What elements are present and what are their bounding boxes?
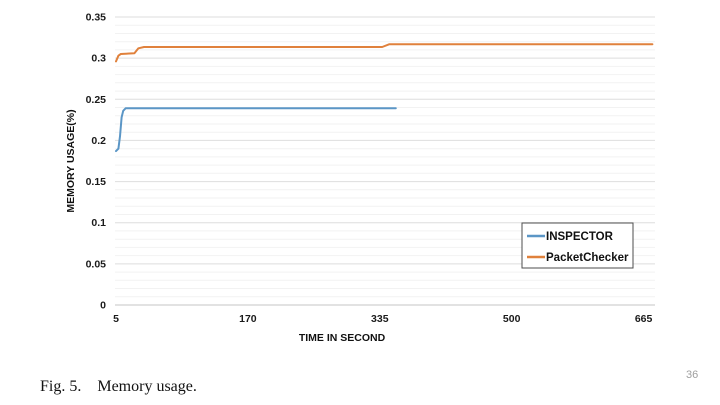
y-tick-label: 0.1 [91,217,106,229]
figure-caption-label: Fig. 5. [40,378,82,395]
page-number: 36 [686,369,699,381]
y-axis-tick-labels: 0 0.05 0.1 0.15 0.2 0.25 0.3 0.35 [86,12,107,312]
legend: INSPECTOR PacketChecker [521,222,634,269]
y-axis-title: MEMORY USAGE(%) [65,109,77,212]
y-tick-label: 0.3 [91,53,106,65]
y-tick-label: 0 [100,300,106,312]
major-gridlines [115,16,655,306]
figure-caption: Fig. 5. Memory usage. [40,378,197,396]
y-tick-label: 0.2 [91,135,106,147]
memory-usage-chart: 0 0.05 0.1 0.15 0.2 0.25 0.3 0.35 5 170 335 500 665 T… [65,12,655,344]
x-axis-title: TIME IN SECOND [299,332,386,344]
y-tick-label: 0.05 [86,258,107,270]
y-tick-label: 0.25 [86,94,107,106]
x-tick-label: 5 [113,313,119,325]
x-axis-tick-labels: 5 170 335 500 665 [113,313,652,325]
figure-caption-text: Memory usage. [97,378,197,395]
x-tick-label: 500 [503,313,521,325]
x-tick-label: 665 [635,313,653,325]
y-tick-label: 0.35 [86,12,107,24]
series-line-inspector [115,107,397,153]
x-tick-label: 335 [371,313,389,325]
series-line-packetchecker [115,43,654,63]
legend-label-inspector: INSPECTOR [546,231,614,243]
x-tick-label: 170 [239,313,257,325]
y-tick-label: 0.15 [86,176,107,188]
legend-box [521,222,634,269]
legend-label-packetchecker: PacketChecker [546,252,629,264]
minor-gridlines [115,24,655,298]
